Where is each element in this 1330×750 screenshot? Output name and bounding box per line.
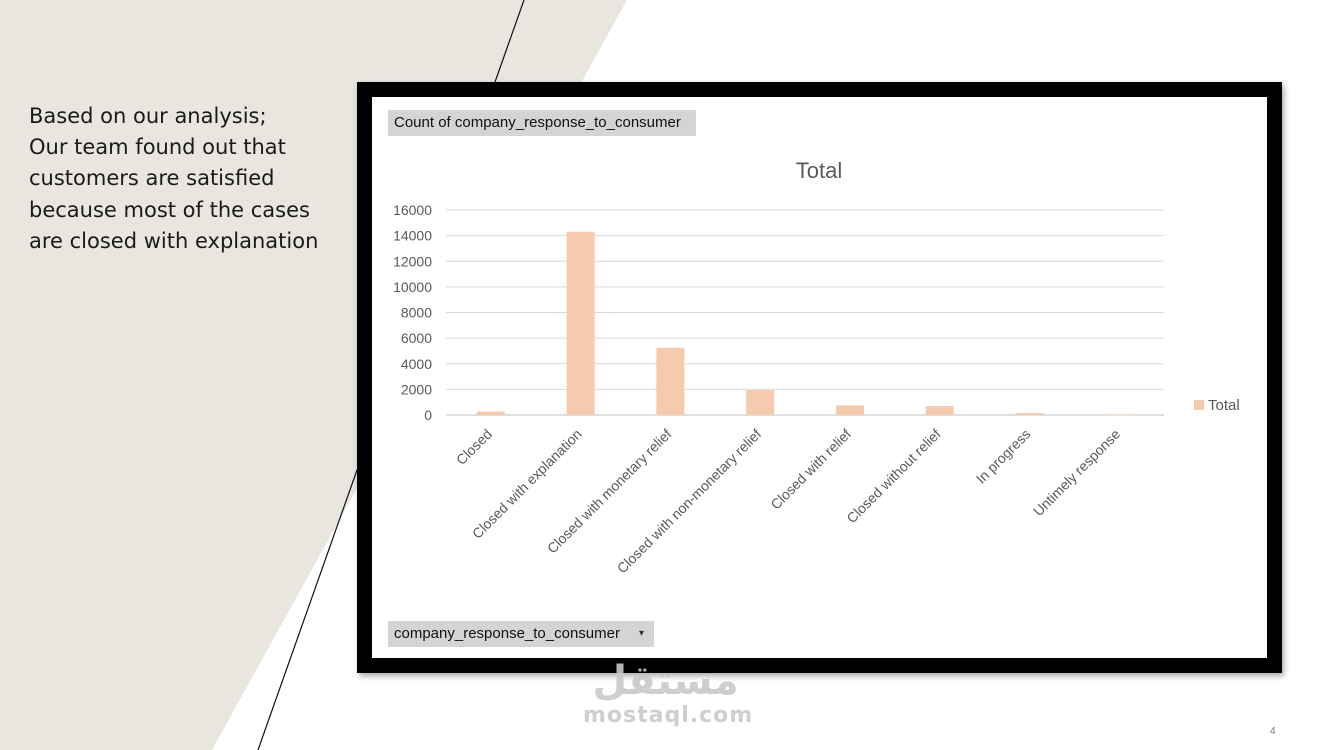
pivot-values-field-button[interactable]: Count of company_response_to_consumer <box>388 110 696 136</box>
watermark: مستقل mostaql.com <box>583 658 754 728</box>
y-tick-label: 10000 <box>393 279 432 295</box>
bar <box>656 347 685 415</box>
y-tick-label: 6000 <box>401 330 432 346</box>
bar <box>476 411 505 415</box>
chart-title: Total <box>796 158 842 183</box>
y-tick-label: 16000 <box>393 202 432 218</box>
pivot-axis-field-button[interactable]: company_response_to_consumer ▾ <box>388 621 654 647</box>
x-tick-label: Closed <box>453 426 495 468</box>
y-tick-label: 4000 <box>401 356 432 372</box>
decorative-line-bottom <box>257 469 358 750</box>
decorative-line-top <box>494 0 525 83</box>
y-tick-label: 8000 <box>401 305 432 321</box>
bar <box>1015 413 1044 415</box>
page-number: 4 <box>1270 726 1276 737</box>
watermark-latin: mostaql.com <box>583 703 754 728</box>
bar <box>1105 414 1134 416</box>
pivot-axis-field-label: company_response_to_consumer <box>394 625 620 642</box>
bar <box>925 406 954 415</box>
watermark-arabic: مستقل <box>592 658 739 704</box>
dropdown-arrow-icon[interactable]: ▾ <box>638 628 644 639</box>
chart-frame[interactable]: Total 0 2000 4000 6000 8000 10000 12000 14000 160… <box>357 82 1282 673</box>
x-tick-label: Untimely response <box>1030 426 1123 519</box>
x-tick-label: In progress <box>973 426 1034 487</box>
y-tick-label: 0 <box>424 407 432 423</box>
bar <box>566 231 595 415</box>
x-tick-label: Closed without relief <box>843 426 944 527</box>
x-tick-label: Closed with non-monetary relief <box>614 426 765 577</box>
chart-area[interactable]: Total 0 2000 4000 6000 8000 10000 12000 14000 160… <box>372 97 1267 658</box>
analysis-text: Based on our analysis; Our team found ou… <box>29 104 319 253</box>
bar <box>746 390 775 415</box>
bar <box>835 405 864 415</box>
pivot-values-field-label: Count of company_response_to_consumer <box>394 114 681 131</box>
legend-label: Total <box>1208 397 1240 414</box>
y-tick-label: 12000 <box>393 253 432 269</box>
x-tick-label: Closed with relief <box>767 426 854 513</box>
legend-swatch <box>1194 400 1204 410</box>
bar-chart: Total 0 2000 4000 6000 8000 10000 12000 14000 160… <box>393 158 1240 577</box>
y-tick-label: 2000 <box>401 381 432 397</box>
y-tick-label: 14000 <box>393 228 432 244</box>
